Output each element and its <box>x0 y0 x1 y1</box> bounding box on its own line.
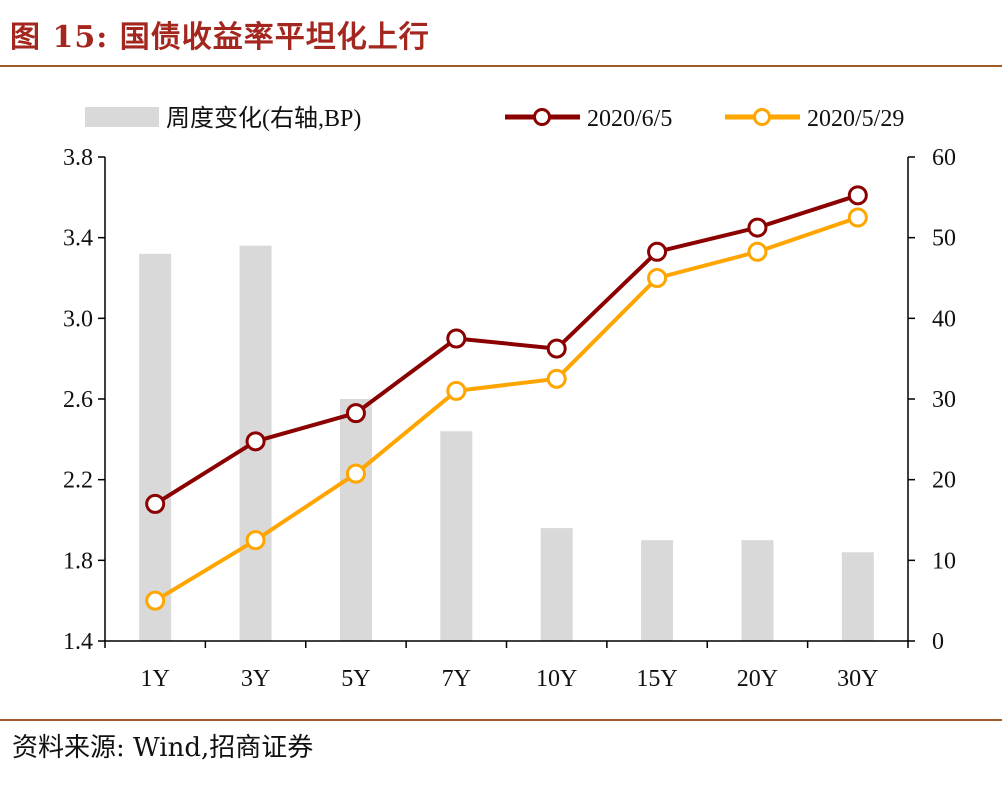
bar-7Y <box>440 431 473 641</box>
x-tick-label: 15Y <box>636 666 677 692</box>
right-tick-label: 10 <box>932 548 956 574</box>
series-1-point-1Y <box>145 493 166 514</box>
legend-swatch-bars <box>85 107 159 127</box>
right-tick-label: 0 <box>932 629 944 655</box>
legend-label-s1: 2020/6/5 <box>587 106 672 132</box>
right-tick-label: 60 <box>932 145 956 171</box>
left-tick-label: 1.8 <box>63 548 93 574</box>
bar-30Y <box>841 552 874 641</box>
x-tick-label: 5Y <box>341 666 370 692</box>
series-2-point-30Y <box>847 207 868 228</box>
bar-20Y <box>741 540 774 641</box>
series-1-point-5Y <box>345 403 366 424</box>
left-tick-label: 3.4 <box>63 226 93 252</box>
series-2-point-1Y <box>145 590 166 611</box>
legend-label-s2: 2020/5/29 <box>807 106 904 132</box>
series-1-point-3Y <box>245 431 266 452</box>
chart-title: 图 15: 国债收益率平坦化上行 <box>10 20 430 55</box>
series-2-point-7Y <box>446 380 467 401</box>
series-2-point-20Y <box>747 241 768 262</box>
x-tick-label: 30Y <box>837 666 878 692</box>
series-1-point-10Y <box>546 338 567 359</box>
title-divider <box>0 65 1002 67</box>
series-line-1 <box>154 193 859 506</box>
footer-divider <box>0 719 1002 721</box>
left-tick-label: 2.6 <box>63 387 93 413</box>
series-line-2 <box>154 215 859 603</box>
right-tick-label: 20 <box>932 468 956 494</box>
legend: 周度变化(右轴,BP) 2020/6/5 2020/5/29 <box>85 105 904 132</box>
left-tick-label: 2.2 <box>63 468 93 494</box>
legend-marker-s2 <box>753 108 771 126</box>
legend-marker-s1 <box>533 108 551 126</box>
bar-10Y <box>540 528 573 641</box>
bar-1Y <box>139 253 172 642</box>
source-note: 资料来源: Wind,招商证券 <box>12 733 314 763</box>
legend-label-bars: 周度变化(右轴,BP) <box>166 105 361 132</box>
x-tick-label: 20Y <box>737 666 778 692</box>
right-tick-label: 30 <box>932 387 956 413</box>
bar-15Y <box>641 540 674 641</box>
x-tick-label: 10Y <box>536 666 577 692</box>
x-tick-label: 1Y <box>141 666 170 692</box>
left-tick-label: 3.0 <box>63 306 93 332</box>
series-2-point-15Y <box>647 268 668 288</box>
x-tick-label: 7Y <box>442 666 471 692</box>
series-1-point-7Y <box>446 328 467 349</box>
right-tick-label: 40 <box>932 306 956 332</box>
yield-curve-chart: 周度变化(右轴,BP) 2020/6/5 2020/5/29 1.4 1.8 2.2… <box>63 105 956 692</box>
series-1-point-20Y <box>747 217 768 238</box>
series-2-point-10Y <box>546 368 567 389</box>
x-tick-label: 3Y <box>241 666 270 692</box>
series-1-point-30Y <box>847 185 868 206</box>
series-2-point-5Y <box>345 463 366 484</box>
left-tick-label: 3.8 <box>63 145 93 171</box>
bar-5Y <box>339 399 372 641</box>
right-tick-label: 50 <box>932 226 956 252</box>
series-1-point-15Y <box>647 241 668 262</box>
left-tick-label: 1.4 <box>63 629 93 655</box>
series-2-point-3Y <box>245 530 266 551</box>
